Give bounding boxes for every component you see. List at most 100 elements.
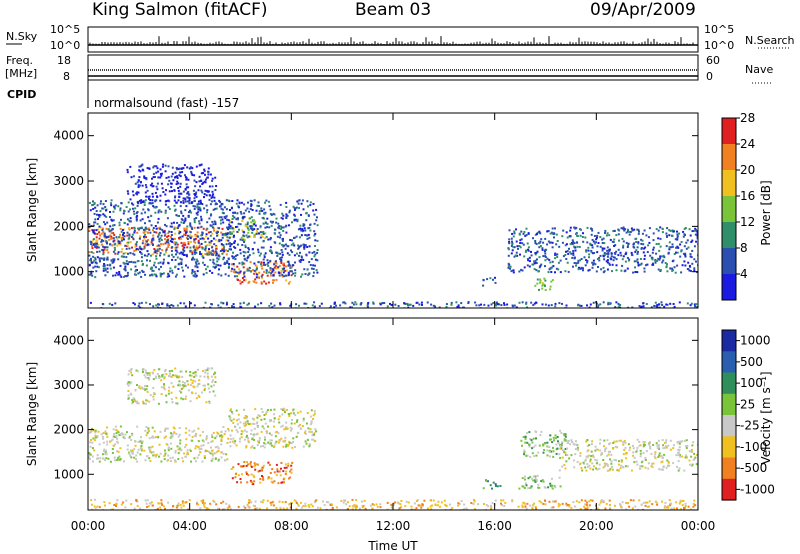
power-data-cell	[96, 213, 98, 216]
power-data-cell	[223, 234, 226, 237]
velocity-data-cell	[595, 448, 598, 451]
power-data-cell	[216, 232, 218, 234]
velocity-data-cell	[563, 434, 566, 437]
velocity-data-cell	[560, 441, 563, 444]
power-data-cell	[314, 264, 316, 267]
power-data-cell	[546, 243, 549, 246]
velocity-data-cell	[210, 449, 213, 452]
power-data-cell	[462, 306, 464, 308]
power-data-cell	[271, 306, 274, 308]
power-data-cell	[198, 175, 201, 178]
power-data-cell	[263, 208, 266, 211]
power-data-cell	[292, 242, 295, 245]
power-data-cell	[254, 220, 257, 223]
velocity-data-cell	[675, 501, 678, 504]
power-data-cell	[118, 243, 121, 246]
velocity-data-cell	[285, 443, 288, 446]
power-data-cell	[102, 227, 104, 230]
power-data-cell	[109, 225, 112, 228]
power-data-cell	[494, 281, 497, 284]
power-data-cell	[188, 200, 191, 203]
power-data-cell	[239, 210, 242, 213]
velocity-data-cell	[131, 399, 134, 402]
velocity-data-cell	[552, 506, 555, 509]
power-data-cell	[542, 255, 545, 258]
power-data-cell	[96, 256, 99, 259]
power-data-cell	[193, 304, 196, 307]
power-data-cell	[137, 179, 140, 182]
power-data-cell	[219, 264, 222, 267]
velocity-data-cell	[554, 437, 557, 440]
power-data-cell	[111, 244, 114, 247]
velocity-data-cell	[551, 486, 553, 489]
velocity-data-cell	[566, 447, 568, 450]
power-data-cell	[112, 266, 115, 269]
power-data-cell	[261, 209, 264, 212]
power-data-cell	[121, 248, 124, 251]
power-data-cell	[162, 262, 165, 265]
power-data-cell	[696, 233, 698, 236]
power-data-cell	[308, 261, 311, 263]
power-data-cell	[597, 231, 600, 234]
velocity-data-cell	[626, 502, 629, 505]
power-data-cell	[316, 259, 319, 262]
power-data-cell	[234, 258, 237, 261]
power-data-cell	[182, 247, 185, 250]
power-data-cell	[152, 234, 155, 237]
power-data-cell	[426, 301, 429, 304]
velocity-data-cell	[146, 431, 149, 434]
power-data-cell	[138, 176, 141, 179]
power-data-cell	[349, 306, 352, 308]
power-data-cell	[158, 238, 161, 241]
velocity-data-cell	[245, 471, 248, 474]
power-data-cell	[559, 271, 562, 274]
velocity-data-cell	[104, 453, 107, 456]
velocity-data-cell	[434, 504, 437, 506]
power-data-cell	[265, 271, 268, 274]
power-data-cell	[191, 270, 194, 273]
noise-panel: N.Sky 10^5 10^0 10^5 10^0 N.Search	[6, 23, 795, 53]
power-data-cell	[184, 305, 187, 308]
power-data-cell	[197, 241, 200, 244]
frequency-left-tick-bottom: 8	[63, 70, 70, 83]
velocity-data-cell	[239, 437, 241, 440]
power-data-cell	[236, 278, 239, 281]
power-data-cell	[171, 253, 173, 256]
power-data-cell	[535, 262, 538, 265]
power-data-cell	[253, 223, 256, 226]
power-data-cell	[98, 250, 101, 253]
power-colorbar-label: 4	[740, 267, 748, 281]
power-data-cell	[214, 266, 217, 269]
power-data-cell	[240, 201, 243, 204]
velocity-data-cell	[584, 503, 587, 506]
power-data-cell	[249, 261, 252, 264]
power-data-cell	[170, 186, 173, 189]
velocity-data-cell	[609, 507, 612, 510]
power-data-cell	[207, 252, 210, 255]
power-data-cell	[136, 260, 139, 263]
velocity-data-cell	[661, 460, 664, 463]
velocity-data-cell	[98, 506, 101, 509]
power-data-cell	[236, 243, 239, 246]
power-data-cell	[227, 250, 229, 253]
velocity-data-cell	[290, 471, 293, 474]
power-data-cell	[618, 304, 621, 307]
power-data-cell	[159, 272, 162, 275]
velocity-data-cell	[526, 502, 529, 505]
power-data-cell	[572, 250, 575, 252]
velocity-data-cell	[158, 375, 161, 378]
power-data-cell	[193, 275, 196, 278]
velocity-data-cell	[567, 439, 570, 442]
power-data-cell	[115, 271, 118, 274]
velocity-data-cell	[354, 507, 357, 510]
velocity-data-cell	[294, 446, 296, 449]
velocity-data-cell	[114, 425, 117, 428]
power-data-cell	[309, 223, 312, 226]
velocity-data-cell	[200, 447, 203, 450]
power-data-cell	[652, 248, 655, 251]
velocity-data-cell	[347, 508, 349, 510]
velocity-data-cell	[199, 375, 202, 378]
velocity-data-cell	[175, 402, 177, 405]
power-data-cell	[603, 258, 606, 261]
power-data-cell	[155, 275, 158, 278]
